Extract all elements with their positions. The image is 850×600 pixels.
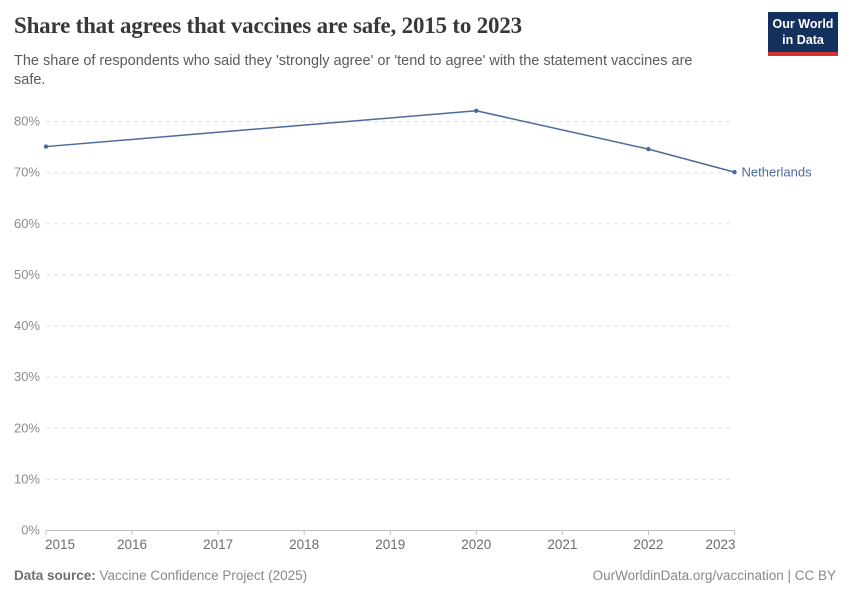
series-line-netherlands[interactable] bbox=[45, 110, 735, 173]
chart-title: Share that agrees that vaccines are safe… bbox=[14, 13, 522, 38]
y-tick-label-0: 0% bbox=[21, 523, 40, 538]
data-source-label: Data source: bbox=[14, 568, 96, 583]
x-tick-label-2018: 2018 bbox=[289, 537, 319, 552]
y-tick-label-80: 80% bbox=[14, 114, 40, 129]
owid-logo-line1: Our World bbox=[772, 17, 834, 31]
y-tick-label-60: 60% bbox=[14, 216, 40, 231]
series-label-netherlands[interactable]: Netherlands bbox=[742, 165, 813, 180]
x-tick-label-2021: 2021 bbox=[547, 537, 577, 552]
data-point-netherlands-2020[interactable] bbox=[474, 108, 479, 113]
y-tick-label-20: 20% bbox=[14, 420, 40, 435]
y-tick-label-40: 40% bbox=[14, 318, 40, 333]
y-tick-label-70: 70% bbox=[14, 165, 40, 180]
data-source: Data source: Vaccine Confidence Project … bbox=[14, 568, 307, 583]
chart-footer: Data source: Vaccine Confidence Project … bbox=[0, 568, 850, 583]
y-tick-label-50: 50% bbox=[14, 267, 40, 282]
data-point-netherlands-2015[interactable] bbox=[43, 144, 49, 149]
x-tick-label-2020: 2020 bbox=[461, 537, 491, 552]
credit-link[interactable]: OurWorldinData.org/vaccination | CC BY bbox=[592, 568, 836, 583]
data-point-netherlands-2022[interactable] bbox=[646, 146, 651, 152]
x-tick-label-2015: 2015 bbox=[45, 537, 75, 552]
data-point-netherlands-2023[interactable] bbox=[732, 169, 737, 175]
x-tick-label-2017: 2017 bbox=[203, 537, 233, 552]
owid-logo-line2: in Data bbox=[782, 32, 824, 47]
chart-subtitle: The share of respondents who said they '… bbox=[14, 53, 693, 89]
x-tick-label-2023: 2023 bbox=[705, 537, 735, 552]
data-source-name[interactable]: Vaccine Confidence Project (2025) bbox=[99, 568, 308, 583]
y-tick-label-10: 10% bbox=[14, 471, 40, 486]
x-tick-label-2022: 2022 bbox=[633, 537, 663, 552]
x-tick-label-2016: 2016 bbox=[117, 537, 147, 552]
y-tick-label-30: 30% bbox=[14, 369, 40, 384]
x-tick-label-2019: 2019 bbox=[375, 537, 405, 552]
owid-logo: Our World in Data bbox=[768, 12, 838, 57]
